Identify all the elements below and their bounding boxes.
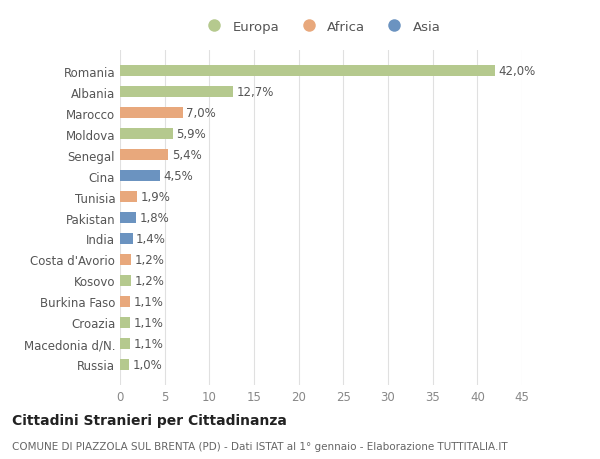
Bar bbox=[120, 212, 136, 224]
Text: 42,0%: 42,0% bbox=[499, 65, 536, 78]
Text: 1,1%: 1,1% bbox=[133, 316, 163, 329]
Bar bbox=[120, 150, 168, 161]
Bar bbox=[120, 275, 131, 286]
Text: 1,8%: 1,8% bbox=[140, 212, 169, 224]
Bar bbox=[120, 170, 160, 182]
Bar bbox=[120, 317, 130, 329]
Bar bbox=[120, 254, 131, 266]
Text: 1,1%: 1,1% bbox=[133, 337, 163, 350]
Text: 12,7%: 12,7% bbox=[237, 86, 274, 99]
Bar bbox=[120, 338, 130, 349]
Bar bbox=[120, 191, 137, 203]
Bar bbox=[120, 107, 182, 119]
Bar bbox=[120, 233, 133, 245]
Text: 1,0%: 1,0% bbox=[133, 358, 162, 371]
Bar bbox=[120, 296, 130, 308]
Text: 1,1%: 1,1% bbox=[133, 295, 163, 308]
Text: 5,9%: 5,9% bbox=[176, 128, 206, 141]
Bar bbox=[120, 129, 173, 140]
Bar bbox=[120, 87, 233, 98]
Legend: Europa, Africa, Asia: Europa, Africa, Asia bbox=[197, 17, 445, 38]
Text: 1,2%: 1,2% bbox=[134, 274, 164, 287]
Text: Cittadini Stranieri per Cittadinanza: Cittadini Stranieri per Cittadinanza bbox=[12, 413, 287, 427]
Text: 1,2%: 1,2% bbox=[134, 253, 164, 266]
Bar bbox=[120, 359, 129, 370]
Text: 7,0%: 7,0% bbox=[186, 107, 216, 120]
Text: 1,9%: 1,9% bbox=[140, 190, 170, 204]
Text: 1,4%: 1,4% bbox=[136, 232, 166, 246]
Text: 5,4%: 5,4% bbox=[172, 149, 202, 162]
Text: 4,5%: 4,5% bbox=[164, 170, 194, 183]
Text: COMUNE DI PIAZZOLA SUL BRENTA (PD) - Dati ISTAT al 1° gennaio - Elaborazione TUT: COMUNE DI PIAZZOLA SUL BRENTA (PD) - Dat… bbox=[12, 441, 508, 451]
Bar bbox=[120, 66, 495, 77]
